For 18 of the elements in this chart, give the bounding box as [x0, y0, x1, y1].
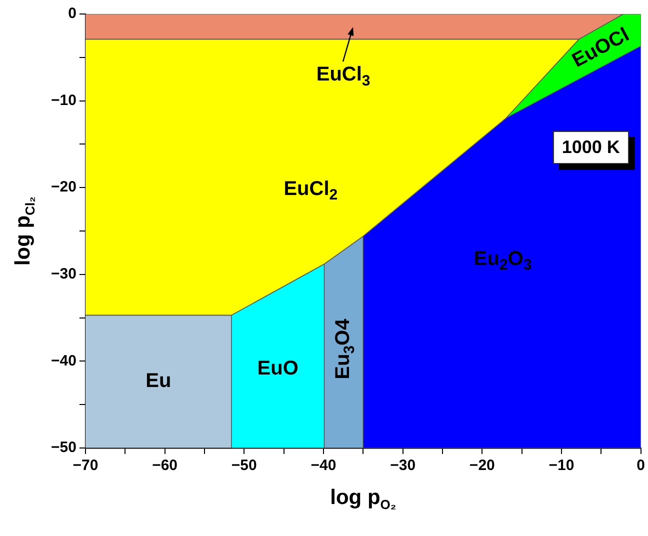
- x-tick-label: −70: [72, 457, 98, 474]
- x-tick-label: 0: [636, 457, 645, 474]
- y-tick-label: 0: [68, 5, 76, 22]
- series-label: Eu3O4: [332, 318, 358, 380]
- x-axis-title: log p$_{O₂}$: [330, 486, 396, 512]
- x-tick-label: −50: [231, 457, 257, 474]
- series-label: Eu: [146, 370, 172, 392]
- annotation: 1000 K: [552, 131, 629, 164]
- x-tick-label: −40: [310, 457, 336, 474]
- x-tick-label: −20: [469, 457, 495, 474]
- y-tick-label: −10: [50, 92, 76, 109]
- x-tick-label: −30: [390, 457, 416, 474]
- y-tick-label: −40: [50, 352, 76, 370]
- y-tick-label: −20: [50, 178, 76, 196]
- y-tick-label: −30: [50, 266, 76, 283]
- x-tick-label: −60: [152, 457, 178, 474]
- y-tick-label: −50: [50, 439, 76, 456]
- x-tick-label: −10: [548, 457, 574, 474]
